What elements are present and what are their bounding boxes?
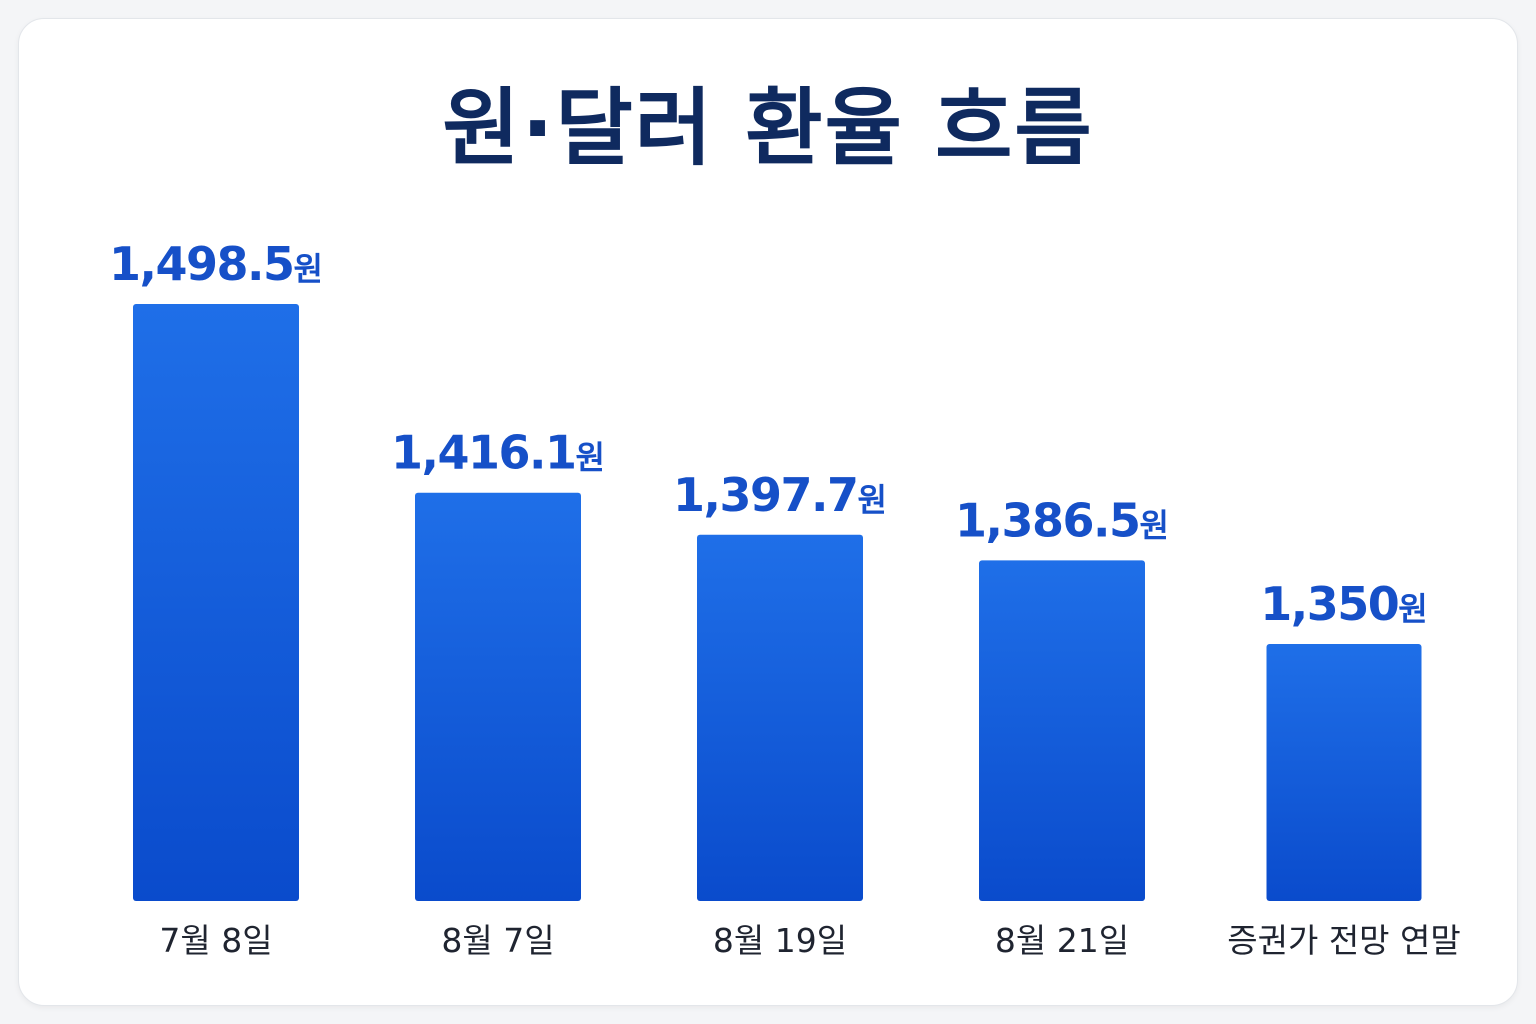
value-label-4: 1,386.5원	[955, 493, 1169, 547]
value-unit: 원	[1140, 506, 1169, 544]
category-label-2: 8월 7일	[441, 921, 554, 960]
category-label-4: 8월 21일	[995, 921, 1129, 960]
value-number: 1,350	[1260, 577, 1398, 631]
bar-3	[697, 534, 863, 901]
category-labels-group: 7월 8일 8월 7일 8월 19일 8월 21일 증권가 전망 연말	[159, 921, 1460, 960]
value-number: 1,397.7	[673, 468, 857, 522]
value-label-5: 1,350원	[1260, 577, 1427, 631]
value-label-3: 1,397.7원	[673, 468, 887, 522]
value-unit: 원	[1398, 590, 1427, 628]
category-label-3: 8월 19일	[713, 921, 847, 960]
value-number: 1,386.5	[955, 493, 1139, 547]
value-labels-group: 1,498.5원1,416.1원1,397.7원 1,386.5원1,350원	[109, 237, 1428, 631]
bar-4	[979, 560, 1145, 901]
bar-2	[415, 492, 581, 901]
value-unit: 원	[576, 439, 605, 477]
value-unit: 원	[858, 481, 887, 519]
value-number: 1,498.5	[109, 237, 293, 291]
value-label-1: 1,498.5원	[109, 237, 323, 291]
bar-1	[133, 304, 299, 901]
chart-title: 원·달러 환율 흐름	[442, 79, 1094, 177]
value-label-2: 1,416.1원	[391, 426, 605, 480]
value-unit: 원	[294, 250, 323, 288]
value-number: 1,416.1	[391, 426, 575, 480]
category-label-5: 증권가 전망 연말	[1227, 921, 1461, 960]
bar-5	[1266, 644, 1422, 901]
bars-group	[133, 304, 1422, 901]
category-label-1: 7월 8일	[159, 921, 272, 960]
